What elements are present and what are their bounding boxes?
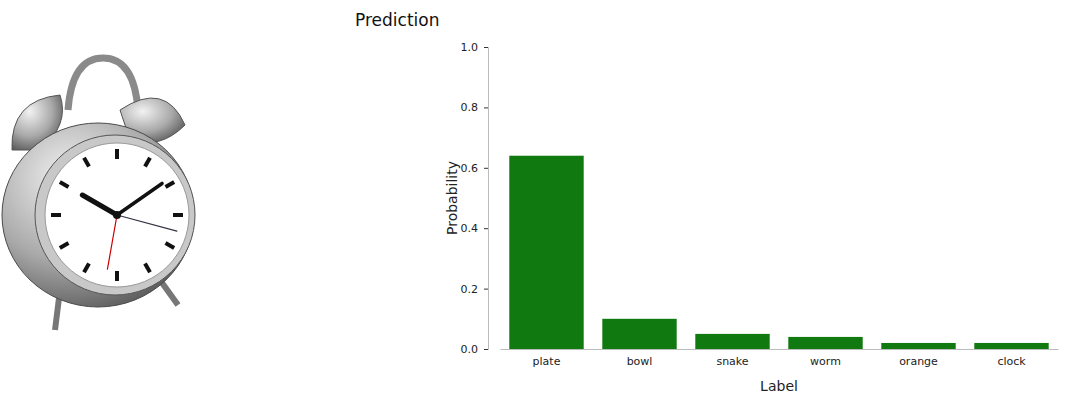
y-tick-mark	[484, 228, 488, 229]
clock-hand	[107, 215, 117, 269]
bar	[695, 334, 769, 349]
x-axis: plate bowl snake worm orange clock	[501, 349, 1059, 368]
clock-hour-mark	[115, 149, 119, 159]
y-tick-label: 1.0	[461, 41, 479, 54]
y-axis-title: Probability	[444, 161, 460, 235]
bar	[509, 156, 583, 349]
x-tick: bowl	[627, 349, 653, 368]
clock-body	[2, 123, 194, 307]
clock-hour-mark	[115, 271, 119, 281]
clock-hand	[117, 183, 162, 215]
x-tick-label: orange	[899, 355, 938, 368]
x-axis-line	[501, 349, 1059, 350]
x-tick: orange	[899, 349, 938, 368]
x-tick: clock	[997, 349, 1026, 368]
y-tick-mark	[484, 107, 488, 108]
y-tick-label: 0.2	[461, 283, 479, 296]
clock-hour-mark	[145, 263, 150, 272]
y-axis: 0.0 0.2 0.4 0.6 0.8 1.0	[461, 41, 489, 356]
clock-hour-mark	[145, 158, 150, 167]
clock-hour-mark	[51, 213, 61, 217]
y-tick-label: 0.6	[461, 162, 479, 175]
x-tick: worm	[810, 349, 841, 368]
x-tick-label: worm	[810, 355, 841, 368]
clock-illustration	[2, 58, 195, 330]
bar	[602, 319, 676, 349]
y-tick: 0.8	[461, 101, 489, 114]
clock-hour-mark	[165, 243, 174, 248]
canvas: 0.0 0.2 0.4 0.6 0.8 1.0 plate bowl snake worm oran…	[0, 0, 1065, 398]
clock-hand	[117, 215, 177, 231]
x-tick-label: bowl	[627, 355, 653, 368]
clock-handle	[68, 58, 138, 110]
clock-leg	[160, 280, 178, 305]
clock-hour-mark	[165, 182, 174, 187]
x-tick: plate	[533, 349, 561, 368]
y-tick: 0.2	[461, 283, 489, 296]
x-tick-label: plate	[533, 355, 561, 368]
y-axis-line	[484, 48, 489, 350]
y-tick: 0.6	[461, 162, 489, 175]
bar	[881, 343, 955, 349]
x-tick: snake	[716, 349, 748, 368]
clock-hour-mark	[60, 182, 69, 187]
clock-hour-mark	[60, 243, 69, 248]
bar	[788, 337, 862, 349]
y-tick-mark	[484, 289, 488, 290]
x-tick-label: snake	[716, 355, 748, 368]
clock-face	[45, 143, 189, 287]
bars	[509, 156, 1048, 349]
chart-title: Prediction	[355, 10, 439, 30]
x-axis-title: Label	[760, 378, 798, 394]
y-tick: 1.0	[461, 41, 489, 54]
y-tick-mark	[484, 168, 488, 169]
x-tick-label: clock	[997, 355, 1026, 368]
bar	[974, 343, 1048, 349]
y-tick: 0.0	[461, 343, 489, 356]
y-tick-label: 0.0	[461, 343, 479, 356]
clock-hour-mark	[84, 158, 89, 167]
clock-hour-mark	[84, 263, 89, 272]
clock-pivot	[113, 211, 121, 219]
y-tick-mark	[484, 47, 488, 48]
y-tick-mark	[484, 349, 488, 350]
clock-bezel	[35, 135, 195, 295]
y-tick: 0.4	[461, 222, 489, 235]
clock-hour-mark	[173, 213, 183, 217]
y-tick-label: 0.4	[461, 222, 479, 235]
clock-hand	[82, 195, 117, 215]
y-tick-label: 0.8	[461, 101, 479, 114]
